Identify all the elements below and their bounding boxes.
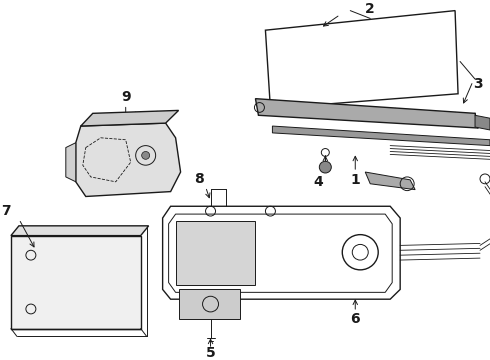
Polygon shape	[81, 111, 178, 126]
Polygon shape	[178, 289, 241, 319]
Text: 8: 8	[194, 172, 203, 186]
Polygon shape	[475, 115, 490, 130]
Text: 2: 2	[366, 2, 375, 16]
Text: 9: 9	[121, 90, 130, 104]
Polygon shape	[175, 221, 255, 284]
Polygon shape	[365, 172, 415, 190]
Polygon shape	[66, 143, 76, 182]
Text: 1: 1	[350, 173, 360, 187]
Circle shape	[142, 152, 149, 159]
Text: 5: 5	[206, 346, 216, 360]
Circle shape	[319, 161, 331, 173]
Polygon shape	[76, 123, 181, 197]
Text: 6: 6	[350, 312, 360, 326]
Polygon shape	[11, 226, 148, 235]
Polygon shape	[255, 99, 478, 128]
Text: 3: 3	[473, 77, 483, 91]
Polygon shape	[11, 235, 141, 329]
Polygon shape	[272, 126, 490, 145]
Text: 7: 7	[1, 204, 11, 218]
Text: 4: 4	[314, 175, 323, 189]
